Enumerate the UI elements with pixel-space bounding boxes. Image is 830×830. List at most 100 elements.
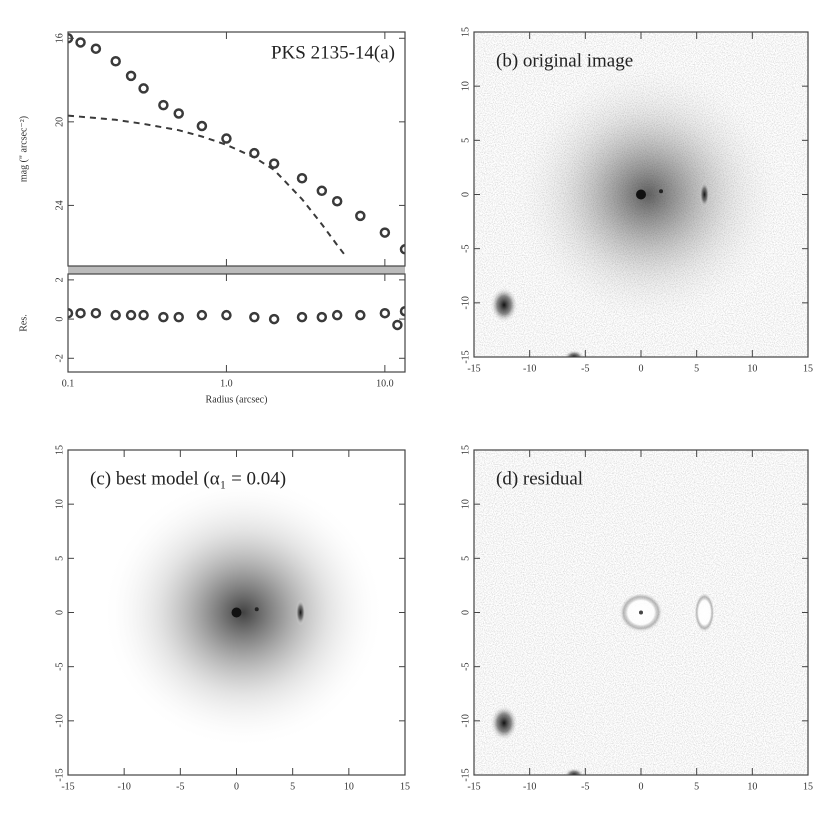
data-point bbox=[355, 210, 366, 222]
y-tick-label: 16 bbox=[54, 33, 65, 43]
data-point bbox=[173, 108, 184, 119]
x-axis-label: Radius (arcsec) bbox=[206, 394, 268, 405]
model-line bbox=[68, 114, 348, 259]
x-tick-label: 5 bbox=[290, 781, 295, 792]
data-point bbox=[75, 37, 86, 48]
x-tick-label: 10 bbox=[747, 363, 757, 374]
frame bbox=[67, 31, 406, 267]
data-point bbox=[268, 313, 280, 325]
x-tick-label: 5 bbox=[694, 363, 699, 374]
data-point bbox=[125, 309, 137, 321]
neighbor bbox=[490, 287, 519, 323]
x-tick-label: -10 bbox=[523, 781, 536, 792]
host-halo bbox=[101, 476, 385, 749]
y-tick-label: 20 bbox=[54, 117, 65, 127]
x-tick-label: 5 bbox=[694, 781, 699, 792]
x-tick-label: 0 bbox=[234, 781, 239, 792]
y-tick-label: 10 bbox=[460, 81, 471, 91]
y-tick-label: 5 bbox=[460, 138, 471, 143]
data-point bbox=[399, 244, 405, 255]
y-tick-label: -15 bbox=[460, 768, 471, 781]
x-tick-label: 0 bbox=[639, 781, 644, 792]
data-point bbox=[331, 309, 343, 321]
data-point bbox=[355, 309, 366, 321]
x-tick-label: 10 bbox=[344, 781, 354, 792]
data-point bbox=[158, 311, 169, 323]
y-tick-label: 2 bbox=[54, 277, 65, 282]
neighbor bbox=[490, 705, 519, 741]
y-tick-label: 5 bbox=[460, 556, 471, 561]
data-point bbox=[296, 311, 308, 323]
panel-divider bbox=[68, 266, 405, 274]
nucleus bbox=[636, 189, 646, 200]
y-tick-label: -10 bbox=[54, 714, 65, 727]
y-tick-label: 0 bbox=[54, 610, 65, 615]
edge-source bbox=[564, 350, 585, 357]
x-tick-label: -15 bbox=[61, 781, 74, 792]
host-halo bbox=[507, 58, 788, 331]
data-point bbox=[316, 311, 328, 323]
residual-spot bbox=[639, 610, 643, 615]
x-tick-label: -15 bbox=[467, 781, 480, 792]
data-point bbox=[316, 185, 328, 197]
y-tick-label: 15 bbox=[460, 445, 471, 455]
data-point bbox=[158, 99, 169, 111]
x-tick-label: 15 bbox=[400, 781, 410, 792]
companion-residual bbox=[694, 592, 715, 633]
x-tick-label: -10 bbox=[523, 363, 536, 374]
panel: (d) residual -15 -10 -5 0 5 10 15 -15 -10 -5 0 5 10 15 bbox=[460, 445, 813, 792]
knot bbox=[659, 189, 664, 194]
y-tick-label: -5 bbox=[460, 662, 471, 670]
y-tick-label: 5 bbox=[54, 556, 65, 561]
plot bbox=[68, 305, 405, 331]
y-tick-label: -15 bbox=[54, 768, 65, 781]
x-tick-label: -10 bbox=[117, 781, 130, 792]
data-point bbox=[125, 70, 137, 82]
panel: (b) original image -15 -10 -5 0 5 10 15 -15 -10 -5… bbox=[460, 27, 813, 374]
data-point bbox=[110, 309, 121, 321]
x-tick-label: 15 bbox=[803, 363, 813, 374]
data-point bbox=[196, 309, 208, 321]
x-tick-label: -5 bbox=[176, 781, 184, 792]
y-tick-label: -10 bbox=[460, 296, 471, 309]
data-point bbox=[68, 307, 74, 319]
x-tick-label: 10.0 bbox=[376, 378, 394, 389]
x-tick-label: 0 bbox=[639, 363, 644, 374]
companion bbox=[295, 599, 306, 626]
data-point bbox=[221, 133, 232, 144]
data-point bbox=[379, 307, 391, 319]
data-point bbox=[75, 307, 86, 319]
y-tick-label: -15 bbox=[460, 350, 471, 363]
x-tick-label: 10 bbox=[747, 781, 757, 792]
data-point bbox=[221, 309, 232, 321]
data-point bbox=[331, 195, 343, 207]
y-tick-label: 10 bbox=[460, 499, 471, 509]
data-point bbox=[249, 311, 260, 323]
y-tick-label: -10 bbox=[460, 714, 471, 727]
image bbox=[68, 450, 405, 775]
y-tick-label: -2 bbox=[54, 354, 65, 362]
x-tick-label: 0.1 bbox=[62, 378, 75, 389]
x-tick-label: 1.0 bbox=[220, 378, 233, 389]
y-tick-label: 15 bbox=[54, 445, 65, 455]
y-tick-label: -5 bbox=[54, 662, 65, 670]
panel: (c) best model (α₁ = 0.04) -15 -10 -5 0 5 10 15… bbox=[54, 445, 410, 792]
y-tick-label: 24 bbox=[54, 200, 65, 210]
y-axis-label: mag (" arcsec⁻²) bbox=[18, 116, 29, 182]
data-point bbox=[268, 158, 280, 169]
data-point bbox=[138, 309, 149, 321]
data-point bbox=[392, 319, 403, 331]
panel-title: PKS 2135-14(a) bbox=[271, 42, 395, 63]
frame bbox=[67, 273, 406, 373]
companion bbox=[699, 181, 710, 208]
data-point bbox=[173, 311, 184, 323]
nucleus bbox=[231, 607, 242, 618]
data-point bbox=[196, 120, 208, 132]
y-axis-label: Res. bbox=[18, 314, 29, 332]
knot bbox=[254, 607, 259, 612]
y-tick-label: 10 bbox=[54, 499, 65, 509]
y-tick-label: 0 bbox=[460, 610, 471, 615]
data-point bbox=[379, 227, 391, 238]
panel-title: (b) original image bbox=[496, 50, 633, 71]
